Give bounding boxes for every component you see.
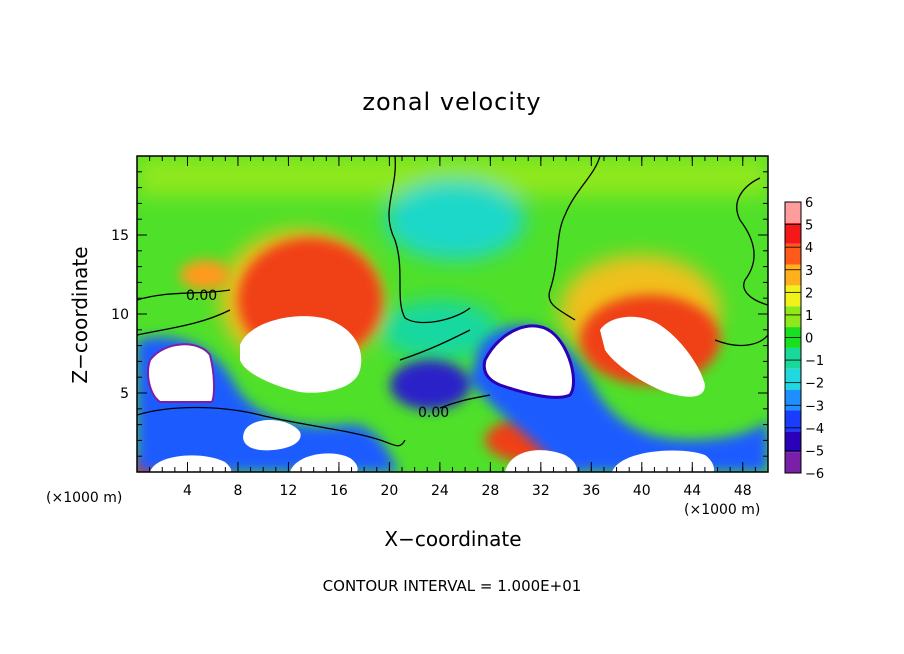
colorbar-segment — [785, 285, 801, 307]
y-tick-label: 15 — [111, 228, 129, 244]
x-tick-label: 28 — [481, 483, 499, 499]
x-tick-label: 40 — [633, 483, 651, 499]
colorbar-segment — [785, 347, 801, 369]
y-axis-label: Z−coordinate — [68, 246, 92, 384]
colorbar-tick-label: 4 — [805, 241, 813, 256]
colorbar-tick-label: 1 — [805, 309, 813, 324]
colorbar-segment — [785, 306, 801, 328]
x-tick-label: 20 — [380, 483, 398, 499]
y-tick-label: 10 — [111, 307, 129, 323]
colorbar-segment — [785, 410, 801, 432]
contour-interval-note: CONTOUR INTERVAL = 1.000E+01 — [322, 577, 582, 595]
colorbar: 6 5 4 3 2 1 0 −1 −2 −3 −4 −5 −6 — [784, 196, 824, 482]
x-axis-label: X−coordinate — [384, 527, 522, 551]
x-tick-label: 48 — [734, 483, 752, 499]
colorbar-tick-label: −1 — [805, 354, 824, 369]
colorbar-tick-label: 2 — [805, 286, 813, 301]
colorbar-tick-label: −4 — [805, 422, 824, 437]
colorbar-tick-label: 5 — [805, 219, 813, 234]
x-tick-label: 36 — [582, 483, 600, 499]
x-tick-label: 4 — [183, 483, 192, 499]
colorbar-segment — [785, 452, 801, 473]
x-axis: 4 8 12 16 20 24 28 32 36 40 44 48 — [136, 156, 769, 499]
contour-label: 0.00 — [186, 288, 217, 304]
colorbar-segment — [785, 264, 801, 286]
x-tick-label: 44 — [683, 483, 701, 499]
x-tick-label: 12 — [280, 483, 298, 499]
colorbar-tick-label: 3 — [805, 264, 813, 279]
field-saturated-cores — [147, 316, 715, 472]
colorbar-segment — [785, 431, 801, 453]
colorbar-tick-label: 0 — [805, 332, 813, 347]
x-tick-label: 24 — [431, 483, 449, 499]
y-tick-label: 5 — [120, 386, 129, 402]
colorbar-segment — [785, 389, 801, 411]
colorbar-segment — [785, 202, 801, 223]
colorbar-tick-label: −3 — [805, 399, 824, 414]
colorbar-tick-label: −5 — [805, 444, 824, 459]
chart-title: zonal velocity — [362, 88, 542, 116]
x-tick-label: 32 — [532, 483, 550, 499]
y-axis: 5 10 15 — [111, 155, 768, 473]
colorbar-tick-label: −6 — [805, 467, 824, 482]
colorbar-segment — [785, 243, 801, 265]
zero-contours — [137, 156, 768, 447]
contour-label: 0.00 — [418, 405, 449, 421]
colorbar-tick-label: −2 — [805, 377, 824, 392]
x-unit-label-left: (×1000 m) — [46, 490, 123, 506]
heatmap-field — [137, 156, 768, 472]
x-unit-label-right: (×1000 m) — [684, 502, 761, 518]
x-tick-label: 8 — [233, 483, 242, 499]
x-tick-label: 16 — [330, 483, 348, 499]
colorbar-tick-label: 6 — [805, 196, 813, 211]
colorbar-segment — [785, 368, 801, 390]
colorbar-segment — [785, 222, 801, 244]
